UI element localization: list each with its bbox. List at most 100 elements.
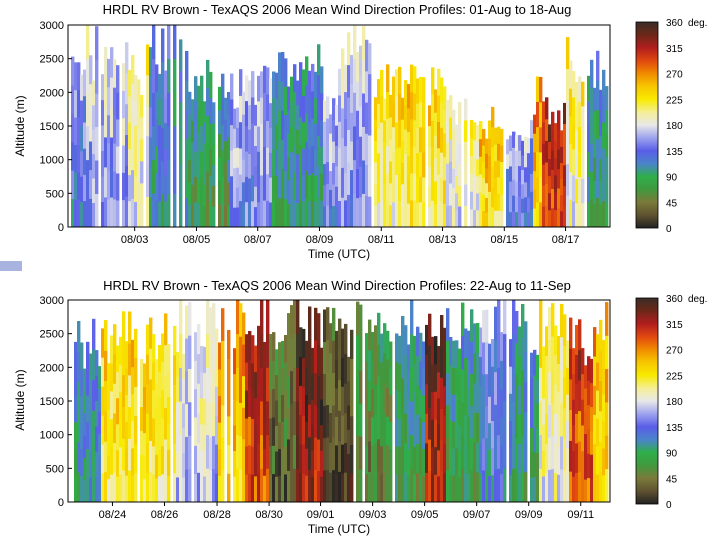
profile-cell: [374, 118, 378, 141]
profile-cell: [287, 156, 291, 181]
profile-cell: [425, 324, 429, 355]
profile-cell: [320, 200, 324, 228]
profile-cell: [209, 149, 213, 176]
profile-cell: [239, 303, 243, 337]
profile-cell: [542, 185, 546, 207]
profile-cell: [593, 134, 597, 158]
profile-cell: [209, 307, 213, 341]
profile-cell: [467, 444, 471, 474]
profile-cell: [533, 208, 537, 228]
profile-cell: [584, 365, 588, 389]
profile-cell: [146, 413, 150, 444]
profile-cell: [581, 450, 585, 477]
profile-cell: [347, 429, 351, 454]
profile-cell: [158, 99, 162, 126]
profile-cell: [134, 201, 138, 228]
profile-cell: [485, 153, 489, 169]
profile-cell: [221, 201, 225, 228]
profile-cell: [110, 363, 114, 392]
profile-cell: [299, 472, 303, 503]
profile-cell: [281, 394, 285, 422]
profile-cell: [137, 153, 141, 179]
profile-cell: [449, 392, 453, 420]
profile-cell: [497, 468, 501, 503]
profile-cell: [374, 97, 378, 120]
profile-cell: [260, 71, 264, 98]
profile-cell: [500, 210, 504, 228]
profile-cell: [101, 176, 105, 202]
profile-cell: [413, 419, 417, 448]
profile-cell: [146, 472, 150, 503]
profile-cell: [188, 402, 192, 436]
profile-cell: [431, 67, 435, 95]
profile-cell: [419, 177, 423, 203]
profile-cell: [284, 446, 288, 475]
profile-cell: [116, 397, 120, 425]
profile-cell: [569, 143, 573, 172]
profile-cell: [179, 70, 183, 103]
profile-cell: [194, 360, 198, 390]
profile-cell: [515, 181, 519, 197]
profile-cell: [221, 150, 225, 177]
profile-cell: [326, 469, 330, 503]
profile-cell: [488, 422, 492, 450]
profile-cell: [491, 187, 495, 208]
profile-cell: [251, 149, 255, 176]
profile-cell: [545, 355, 549, 386]
profile-cell: [440, 202, 444, 228]
profile-cell: [164, 407, 168, 440]
profile-cell: [563, 206, 567, 228]
profile-cell: [89, 353, 93, 379]
profile-cell: [86, 368, 90, 396]
profile-cell: [317, 344, 321, 377]
profile-cell: [164, 344, 168, 377]
profile-cell: [278, 197, 282, 228]
profile-cell: [179, 468, 183, 503]
profile-cell: [245, 418, 249, 447]
profile-cell: [323, 405, 327, 439]
profile-cell: [329, 382, 333, 413]
profile-cell: [548, 372, 552, 405]
profile-cell: [359, 75, 363, 107]
profile-cell: [458, 206, 462, 228]
profile-cell: [578, 101, 582, 127]
profile-cell: [422, 341, 426, 369]
profile-cell: [152, 390, 156, 419]
profile-cell: [560, 210, 564, 228]
profile-cell: [281, 475, 285, 503]
profile-cell: [260, 434, 264, 469]
profile-cell: [485, 309, 489, 343]
profile-cell: [491, 393, 495, 421]
profile-cell: [203, 206, 207, 228]
profile-cell: [203, 424, 207, 451]
profile-cell: [188, 181, 192, 205]
profile-cell: [302, 328, 306, 359]
profile-cell: [590, 115, 594, 144]
profile-cell: [329, 412, 333, 443]
profile-cell: [509, 420, 513, 449]
profile-cell: [599, 181, 603, 205]
profile-cell: [101, 386, 105, 416]
profile-cell: [116, 449, 120, 477]
profile-cell: [278, 342, 282, 370]
profile-cell: [383, 162, 387, 185]
profile-cell: [590, 59, 594, 89]
profile-cell: [323, 469, 327, 503]
profile-cell: [440, 408, 444, 441]
profile-cell: [86, 92, 90, 127]
profile-cell: [275, 374, 279, 401]
profile-cell: [338, 318, 342, 350]
profile-cell: [158, 371, 162, 398]
profile-cell: [446, 142, 450, 164]
profile-cell: [86, 475, 90, 503]
profile-cell: [134, 100, 138, 126]
profile-cell: [377, 202, 381, 228]
profile-cell: [428, 166, 432, 187]
profile-cell: [290, 403, 294, 437]
profile-cell: [407, 397, 411, 424]
profile-cell: [299, 443, 303, 474]
profile-cell: [572, 373, 576, 400]
profile-cell: [332, 162, 336, 185]
profile-cell: [125, 368, 129, 396]
profile-cell: [242, 159, 246, 183]
